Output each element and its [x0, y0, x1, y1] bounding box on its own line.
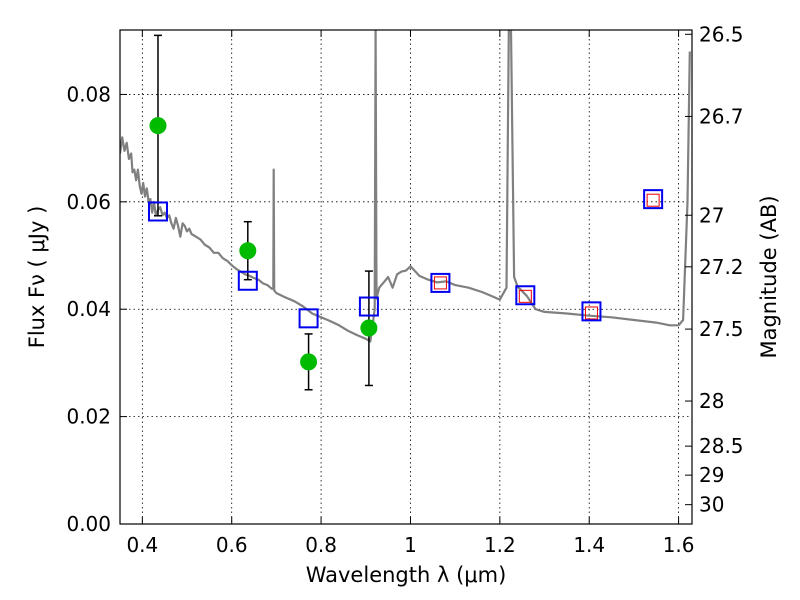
model-photometry-marker [643, 189, 664, 210]
magnitude-tick-label: 28.5 [699, 434, 744, 458]
plot-frame [119, 29, 693, 525]
upper-limit-marker [584, 306, 598, 320]
magnitude-tick-label: 27.5 [699, 317, 744, 341]
axis-ticks: 0.4 0.6 0.8 1 1.2 1.4 1.6 0.00 0.02 0.04 0.06 0.08 2… [66, 22, 743, 557]
y-tick-label: 0.02 [66, 405, 111, 429]
x-tick-label: 1 [404, 533, 417, 557]
x-axis-label: Wavelength λ (μm) [306, 563, 507, 587]
x-tick-label: 1.2 [484, 533, 516, 557]
model-photometry-marker [358, 296, 379, 317]
x-tick-label: 0.4 [126, 533, 158, 557]
y-tick-label: 0.04 [66, 297, 111, 321]
magnitude-tick-label: 26.7 [699, 104, 744, 128]
observed-flux-point [239, 242, 257, 260]
model-photometry-marker [237, 270, 258, 291]
y-tick-label: 0.06 [66, 190, 111, 214]
upper-limit-marker [518, 289, 532, 303]
magnitude-tick-label: 27.2 [699, 255, 744, 279]
magnitude-tick-label: 30 [699, 493, 724, 517]
magnitude-tick-label: 27 [699, 203, 724, 227]
model-photometry-marker [298, 308, 319, 329]
observed-flux-point [360, 319, 378, 337]
magnitude-tick-label: 29 [699, 463, 724, 487]
model-photometry-marker [430, 272, 451, 293]
x-tick-label: 0.6 [216, 533, 248, 557]
observed-flux-point [300, 353, 318, 371]
y-tick-label: 0.00 [66, 512, 111, 536]
model-photometry-marker [147, 201, 168, 222]
grid-lines [120, 30, 692, 525]
x-tick-label: 1.4 [573, 533, 605, 557]
y-tick-label: 0.08 [66, 82, 111, 106]
upper-limit-marker [433, 276, 447, 290]
model-photometry-marker [581, 301, 602, 322]
y-axis-label: Flux Fν ( μJy ) [25, 206, 49, 349]
upper-limit-marker [646, 193, 660, 207]
x-tick-label: 1.6 [663, 533, 695, 557]
x-tick-label: 0.8 [305, 533, 337, 557]
plot-area [120, 30, 691, 391]
magnitude-tick-label: 28 [699, 389, 724, 413]
template-spectrum-line [120, 30, 691, 343]
observed-flux-point [149, 117, 167, 135]
magnitude-tick-label: 26.5 [699, 22, 744, 46]
magnitude-axis-label: Magnitude (AB) [757, 195, 781, 358]
model-photometry-marker [515, 285, 536, 306]
